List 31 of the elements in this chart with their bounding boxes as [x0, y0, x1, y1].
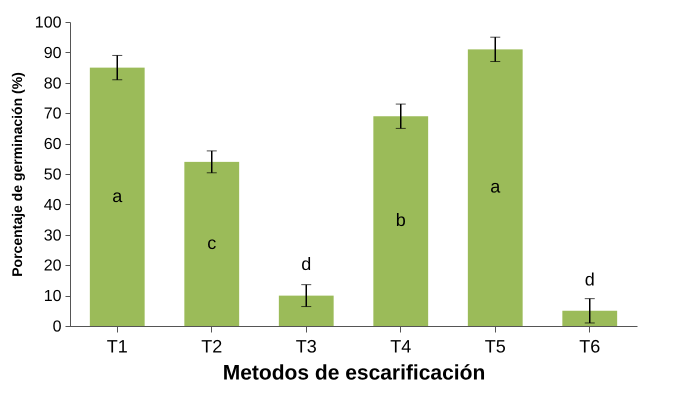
x-tick-label: T6 [579, 336, 600, 356]
x-axis-title: Metodos de escarificación [222, 362, 486, 384]
bar [278, 296, 334, 326]
x-tick-label: T1 [106, 336, 128, 356]
y-tick-label: 10 [44, 288, 62, 306]
y-tick-label: 70 [44, 106, 62, 123]
bar [373, 116, 428, 326]
annotation: d [584, 269, 595, 290]
y-tick-label: 40 [44, 196, 62, 214]
bar [562, 310, 618, 326]
annotation: c [207, 232, 216, 253]
x-tick-label: T3 [296, 336, 317, 356]
x-tick-label: T2 [201, 336, 222, 356]
bar [468, 49, 523, 326]
x-tick-label: T4 [390, 336, 412, 356]
y-tick-label: 100 [34, 14, 62, 32]
y-tick-label: 30 [44, 227, 62, 244]
y-tick-label: 90 [44, 44, 62, 62]
y-tick-label: 20 [44, 258, 62, 275]
bar [184, 162, 240, 326]
annotation: a [112, 186, 124, 206]
x-tick-label: T5 [484, 336, 506, 356]
bar [90, 68, 145, 326]
annotation: b [396, 210, 406, 230]
y-tick-label: 0 [52, 318, 62, 336]
y-tick-label: 50 [44, 166, 62, 184]
y-tick-label: 80 [44, 75, 62, 92]
y-axis-title: Porcentaje de germinación (%) [8, 72, 25, 277]
y-tick-label: 60 [44, 136, 62, 154]
annotation: d [301, 254, 312, 274]
annotation: a [490, 176, 502, 197]
